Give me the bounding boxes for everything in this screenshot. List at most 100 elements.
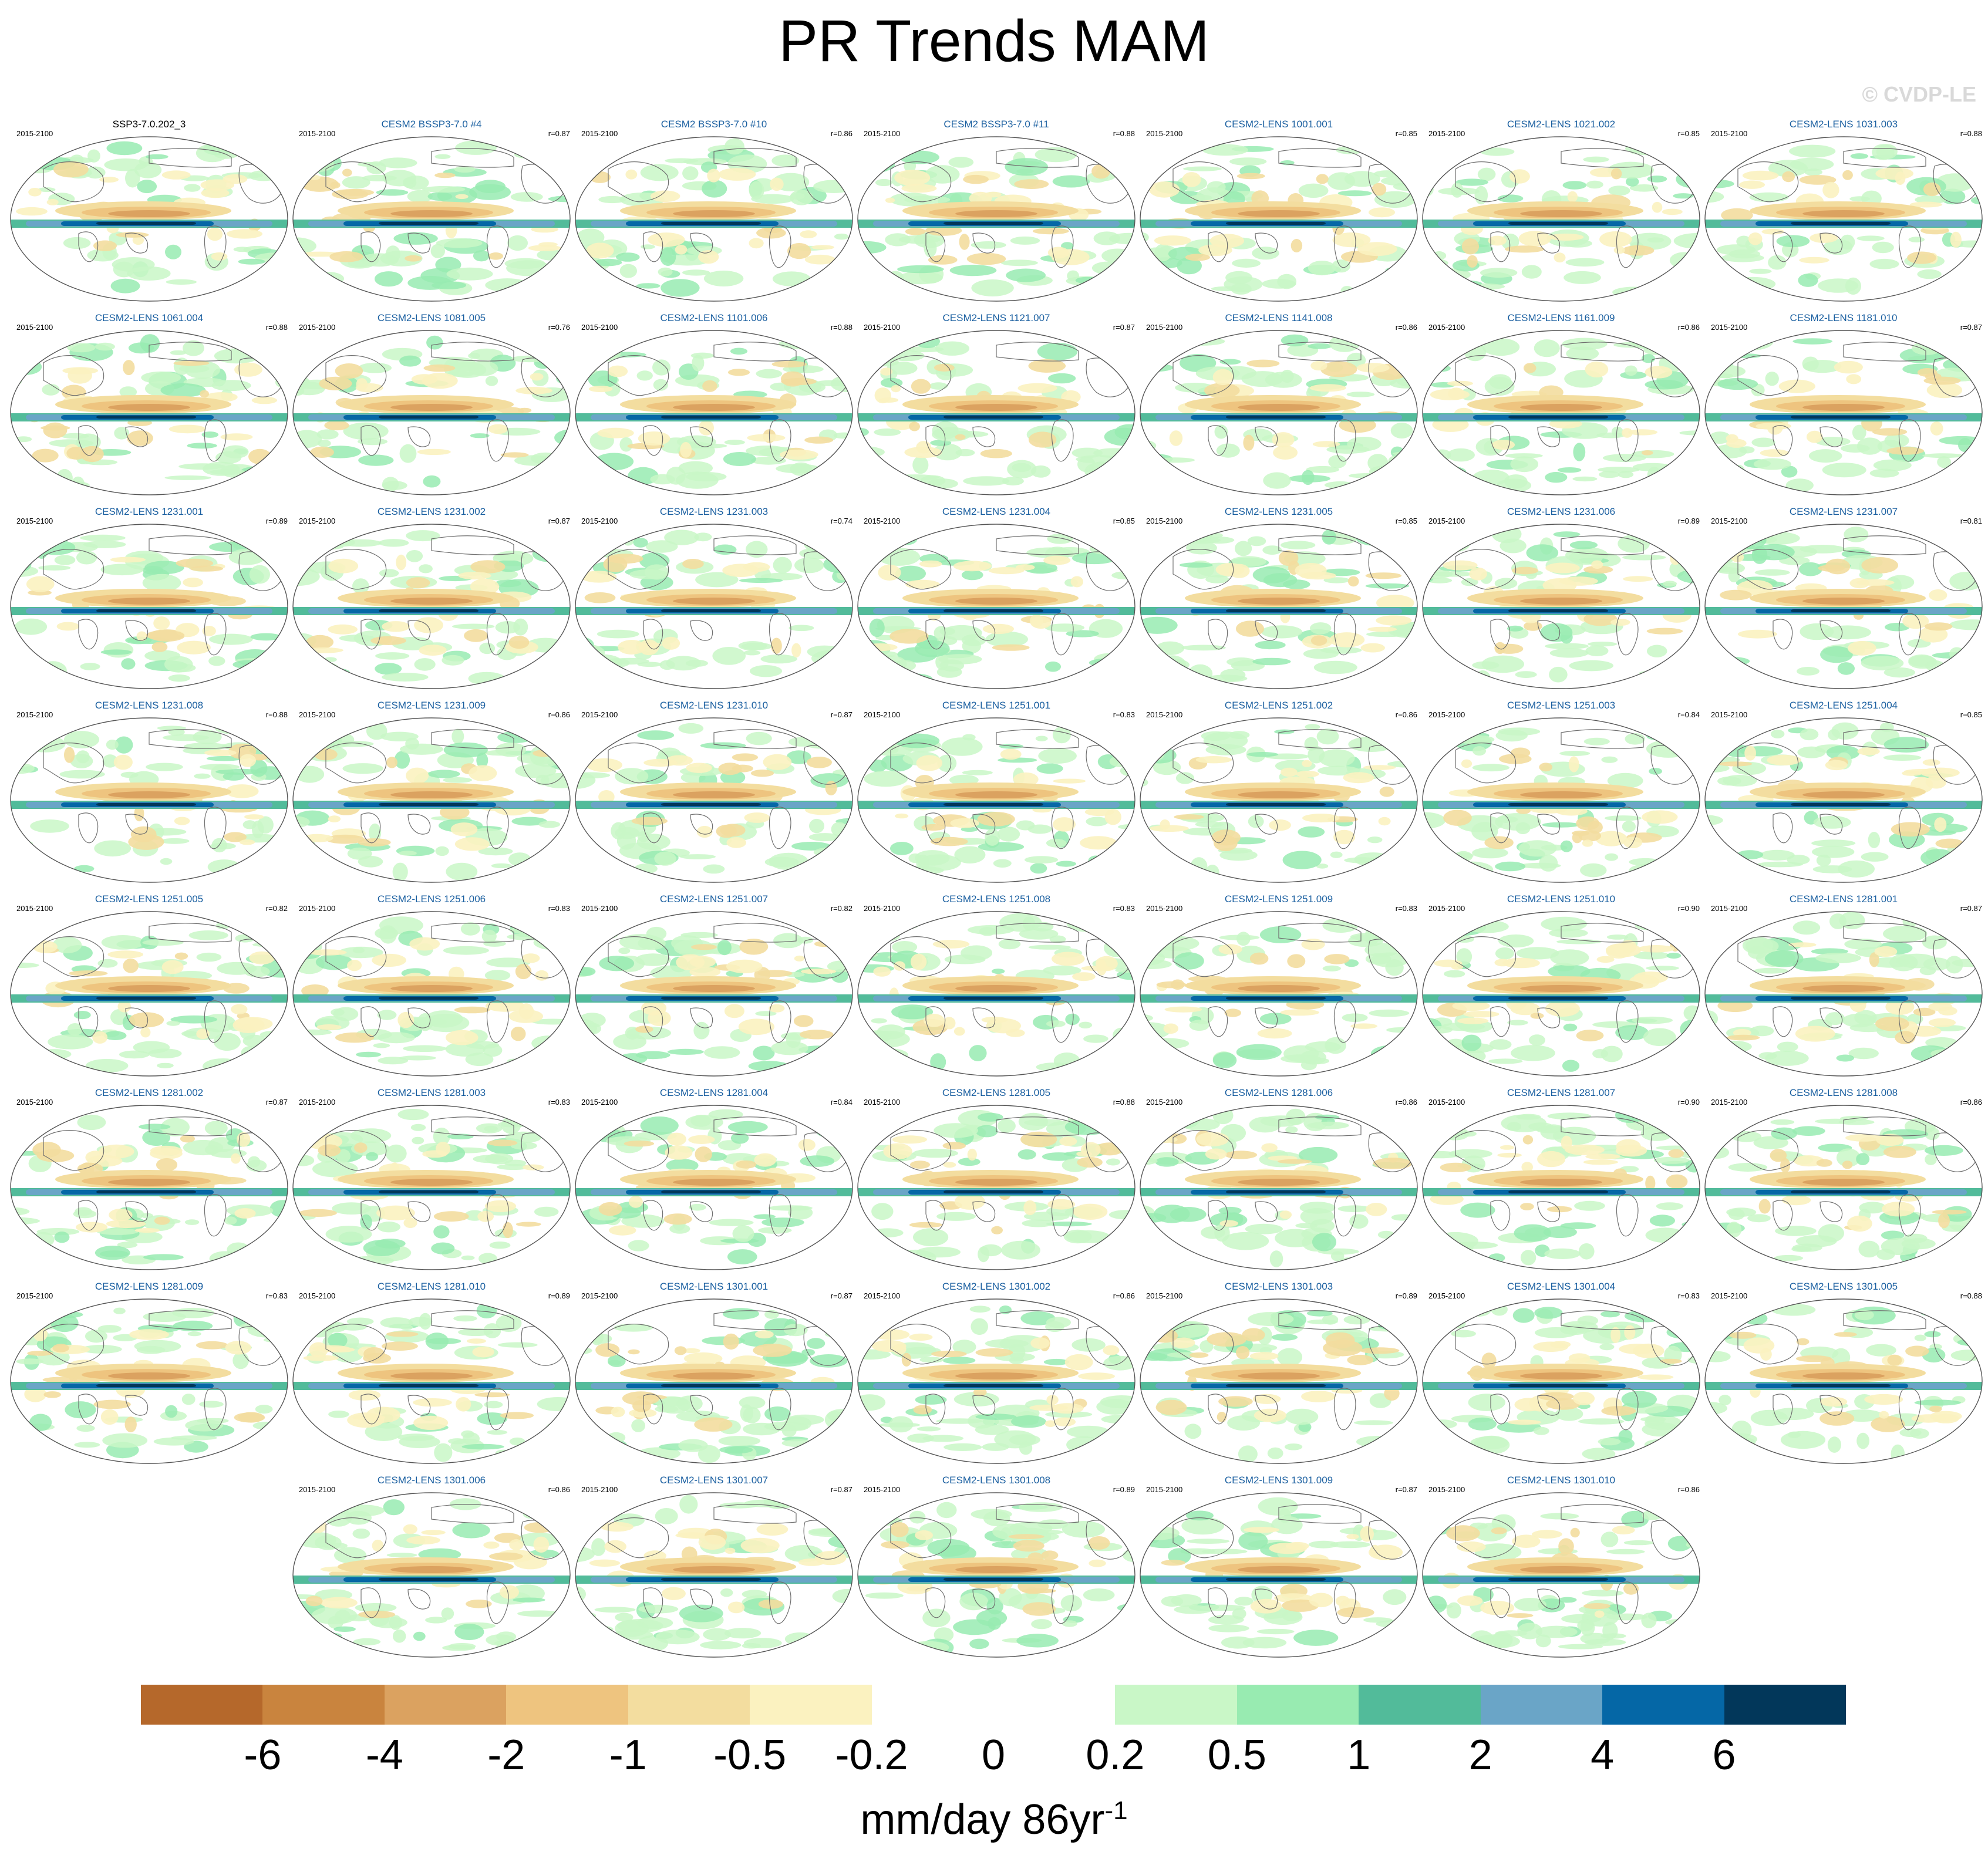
trend-patch <box>1063 1229 1092 1244</box>
trend-patch <box>1507 625 1524 632</box>
trend-patch <box>810 773 848 788</box>
trend-patch <box>1607 772 1643 789</box>
coastline <box>125 1201 149 1222</box>
trend-patch <box>43 1391 61 1398</box>
trend-patch <box>534 356 552 369</box>
trend-patch <box>961 569 983 581</box>
trend-patch <box>1544 1248 1581 1259</box>
trend-patch <box>311 1606 358 1625</box>
trend-patch <box>1430 731 1453 741</box>
trend-patch <box>1553 531 1581 538</box>
trend-patch <box>1373 1158 1413 1169</box>
coastline <box>78 619 99 650</box>
coastline <box>78 812 99 844</box>
trend-patch <box>678 949 723 954</box>
coastline <box>325 743 387 784</box>
trend-patch <box>94 840 132 857</box>
trend-patch <box>413 1631 426 1641</box>
robinson-map <box>575 911 853 1077</box>
trend-patch <box>1255 640 1286 650</box>
trend-patch <box>472 1346 494 1358</box>
trend-patch <box>664 529 699 545</box>
trend-patch <box>771 637 782 654</box>
trend-patch <box>110 278 140 294</box>
trend-patch <box>375 1239 406 1249</box>
trend-patch <box>247 921 281 929</box>
trend-patch <box>963 174 989 184</box>
trend-patch <box>799 1030 834 1040</box>
trend-patch <box>679 1495 698 1514</box>
trend-patch <box>1622 554 1666 561</box>
trend-patch <box>786 750 811 764</box>
coastline <box>125 1395 149 1416</box>
trend-patch <box>448 1438 467 1445</box>
trend-patch <box>470 433 490 438</box>
map-border <box>1140 1105 1418 1270</box>
trend-patch <box>1643 1028 1676 1047</box>
coastline <box>1561 535 1644 555</box>
coastline <box>360 231 381 262</box>
trend-patch <box>204 1121 228 1136</box>
trend-patch <box>599 956 635 971</box>
drying-band <box>1802 985 1885 992</box>
trend-patch <box>310 1632 336 1642</box>
trend-patch <box>1856 1432 1869 1449</box>
trend-patch <box>1864 1394 1903 1405</box>
trend-patch <box>200 179 234 191</box>
trend-patch <box>1583 565 1613 574</box>
trend-patch <box>1052 726 1071 744</box>
trend-patch <box>1279 1210 1292 1219</box>
trend-patch <box>919 560 942 568</box>
coastline <box>325 1130 387 1171</box>
trend-patch <box>1723 286 1760 291</box>
trend-patch <box>509 1539 524 1550</box>
drying-band <box>955 1179 1037 1186</box>
trend-patch <box>807 1246 853 1264</box>
trend-patch <box>499 1585 519 1599</box>
map-border <box>857 911 1135 1077</box>
drying-band <box>390 1566 473 1573</box>
trend-patch <box>1550 949 1589 966</box>
trend-patch <box>442 655 464 666</box>
trend-patch <box>575 1045 595 1055</box>
trend-patch <box>541 865 568 870</box>
trend-patch <box>1376 595 1414 611</box>
trend-patch <box>1252 566 1290 583</box>
wetting-band <box>379 1384 479 1387</box>
trend-patch <box>176 558 214 568</box>
trend-patch <box>897 265 944 274</box>
trend-patch <box>452 1522 490 1539</box>
drying-band <box>1238 404 1320 411</box>
trend-patch <box>406 1536 440 1545</box>
trend-patch <box>102 1433 148 1448</box>
trend-patch <box>638 1604 679 1614</box>
coastline <box>1773 812 1793 844</box>
coastline <box>1819 1395 1843 1416</box>
trend-patch <box>1367 836 1383 844</box>
trend-patch <box>1737 629 1777 639</box>
trend-patch <box>204 749 237 756</box>
robinson-map <box>1422 1298 1700 1464</box>
trend-patch <box>636 1395 668 1400</box>
trend-patch <box>1533 1426 1549 1435</box>
trend-patch <box>1548 964 1591 979</box>
trend-patch <box>349 1256 395 1266</box>
coastline <box>43 936 105 977</box>
trend-patch <box>1554 252 1566 263</box>
wetting-band <box>96 997 196 1000</box>
trend-patch <box>249 565 270 584</box>
trend-patch <box>1596 956 1615 963</box>
trend-patch <box>967 1148 977 1161</box>
trend-patch <box>114 736 133 754</box>
coastline <box>149 1116 232 1136</box>
map-border <box>1422 717 1700 883</box>
trend-patch <box>1155 1399 1187 1415</box>
trend-patch <box>1281 767 1298 777</box>
trend-patch <box>575 733 602 749</box>
trend-patch <box>32 915 52 932</box>
trend-patch <box>11 529 38 539</box>
trend-patch <box>723 1333 739 1350</box>
trend-patch <box>639 639 659 656</box>
trend-patch <box>1502 957 1540 969</box>
panel-title: CESM2-LENS 1301.001 <box>659 1281 769 1292</box>
